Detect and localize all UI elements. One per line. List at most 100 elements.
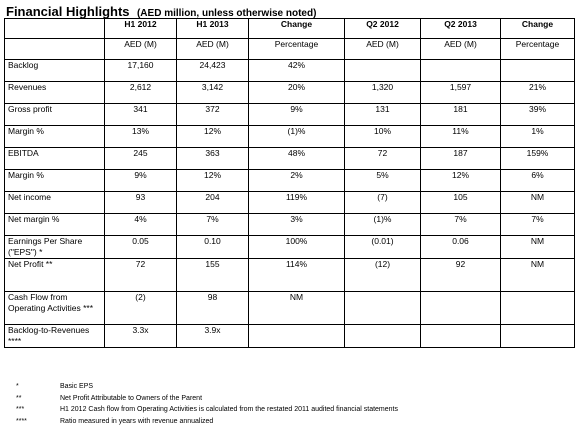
table-cell: 21% [500,81,575,104]
table-cell: 7% [176,213,249,236]
table-cell: 341 [104,103,177,126]
table-cell: 3.3x [104,324,177,348]
table-cell: NM [500,258,575,292]
table-row: Net margin % 4% 7% 3% (1)% 7% 7% [4,213,575,236]
table-cell [420,291,501,325]
table-cell: 372 [176,103,249,126]
table-cell: 72 [344,147,421,170]
table-cell: Percentage [248,38,345,60]
footnote-text: Net Profit Attributable to Owners of the… [60,394,203,402]
table-cell: 98 [176,291,249,325]
table-cell: 155 [176,258,249,292]
table-cell: (1)% [344,213,421,236]
footnote-mark: **** [16,417,27,425]
table-cell: 7% [500,213,575,236]
table-cell: 4% [104,213,177,236]
table-cell: 245 [104,147,177,170]
table-cell: 5% [344,169,421,192]
table-cell: 181 [420,103,501,126]
table-cell [500,324,575,348]
footnote-text: Basic EPS [60,383,94,390]
row-label-cell: Net Profit ** [4,258,105,292]
table-row: Backlog-to-Revenues **** 3.3x 3.9x [4,324,575,348]
table-cell: Change [500,18,575,39]
table-cell [420,59,501,82]
table-cell: NM [248,291,345,325]
table-cell: 11% [420,125,501,148]
table-cell: 42% [248,59,345,82]
table-cell: H1 2013 [176,18,249,39]
table-cell: 0.05 [104,235,177,259]
table-cell [500,59,575,82]
table-units-row: AED (M) AED (M) Percentage AED (M) AED (M) Pe… [4,38,575,60]
row-label-cell [4,38,105,60]
page-title: Financial Highlights (AED million, unles… [6,3,316,19]
footnote: *** H1 2012 Cash flow from Operating Acti… [16,404,398,416]
table-cell: 7% [420,213,501,236]
table-cell: 204 [176,191,249,214]
table-cell: (1)% [248,125,345,148]
row-label-cell: EBITDA [4,147,105,170]
table-row: Margin % 13% 12% (1)% 10% 11% 1% [4,125,575,148]
table-cell: 48% [248,147,345,170]
table-row: Net Profit ** 72 155 114% (12) 92 NM [4,258,575,292]
table-cell: NM [500,191,575,214]
table-cell: NM [500,235,575,259]
table-cell: 187 [420,147,501,170]
table-cell: AED (M) [344,38,421,60]
row-label-cell: Gross profit [4,103,105,126]
table-cell [248,324,345,348]
table-cell: 92 [420,258,501,292]
table-cell: 39% [500,103,575,126]
table-cell: 363 [176,147,249,170]
table-cell: Change [248,18,345,39]
table-row: EBITDA 245 363 48% 72 187 159% [4,147,575,170]
table-row: Gross profit 341 372 9% 131 181 39% [4,103,575,126]
footnote: ** Net Profit Attributable to Owners of t… [16,393,398,405]
table-cell: 119% [248,191,345,214]
table-cell: 3,142 [176,81,249,104]
table-cell: 12% [176,125,249,148]
table-cell: 12% [420,169,501,192]
table-cell: Q2 2013 [420,18,501,39]
table-cell: 24,423 [176,59,249,82]
table-cell [344,291,421,325]
row-label-cell: Revenues [4,81,105,104]
table-cell: 17,160 [104,59,177,82]
table-cell: 100% [248,235,345,259]
footnote: **** Ratio measured in years with revenue… [16,416,398,428]
table-cell: 159% [500,147,575,170]
table-row: Net income 93 204 119% (7) 105 NM [4,191,575,214]
table-cell: 1% [500,125,575,148]
footnote-mark: *** [16,406,25,413]
table-cell: H1 2012 [104,18,177,39]
table-cell: 12% [176,169,249,192]
row-label-cell: Margin % [4,125,105,148]
row-label-cell: Backlog-to-Revenues **** [4,324,105,348]
table-cell: 20% [248,81,345,104]
table-cell: 10% [344,125,421,148]
footnote-text: H1 2012 Cash flow from Operating Activit… [60,406,398,413]
table-cell [500,291,575,325]
table-cell: 72 [104,258,177,292]
table-cell: 3% [248,213,345,236]
table-cell: Q2 2012 [344,18,421,39]
table-cell: 1,597 [420,81,501,104]
table-row: Revenues 2,612 3,142 20% 1,320 1,597 21% [4,81,575,104]
table-cell: AED (M) [176,38,249,60]
table-header-row: H1 2012 H1 2013 Change Q2 2012 Q2 2013 Change [4,18,575,39]
table-cell: 2,612 [104,81,177,104]
title-main: Financial Highlights [6,4,130,19]
financial-highlights-table: H1 2012 H1 2013 Change Q2 2012 Q2 2013 Change… [4,18,575,348]
table-cell: Percentage [500,38,575,60]
row-label-cell: Net margin % [4,213,105,236]
table-cell: 0.10 [176,235,249,259]
table-cell [344,324,421,348]
table-cell: (0.01) [344,235,421,259]
row-label-cell: Net income [4,191,105,214]
footnote: * Basic EPS [16,381,398,393]
row-label-cell [4,18,105,39]
table-cell: 0.06 [420,235,501,259]
table-cell [344,59,421,82]
row-label-cell: Margin % [4,169,105,192]
